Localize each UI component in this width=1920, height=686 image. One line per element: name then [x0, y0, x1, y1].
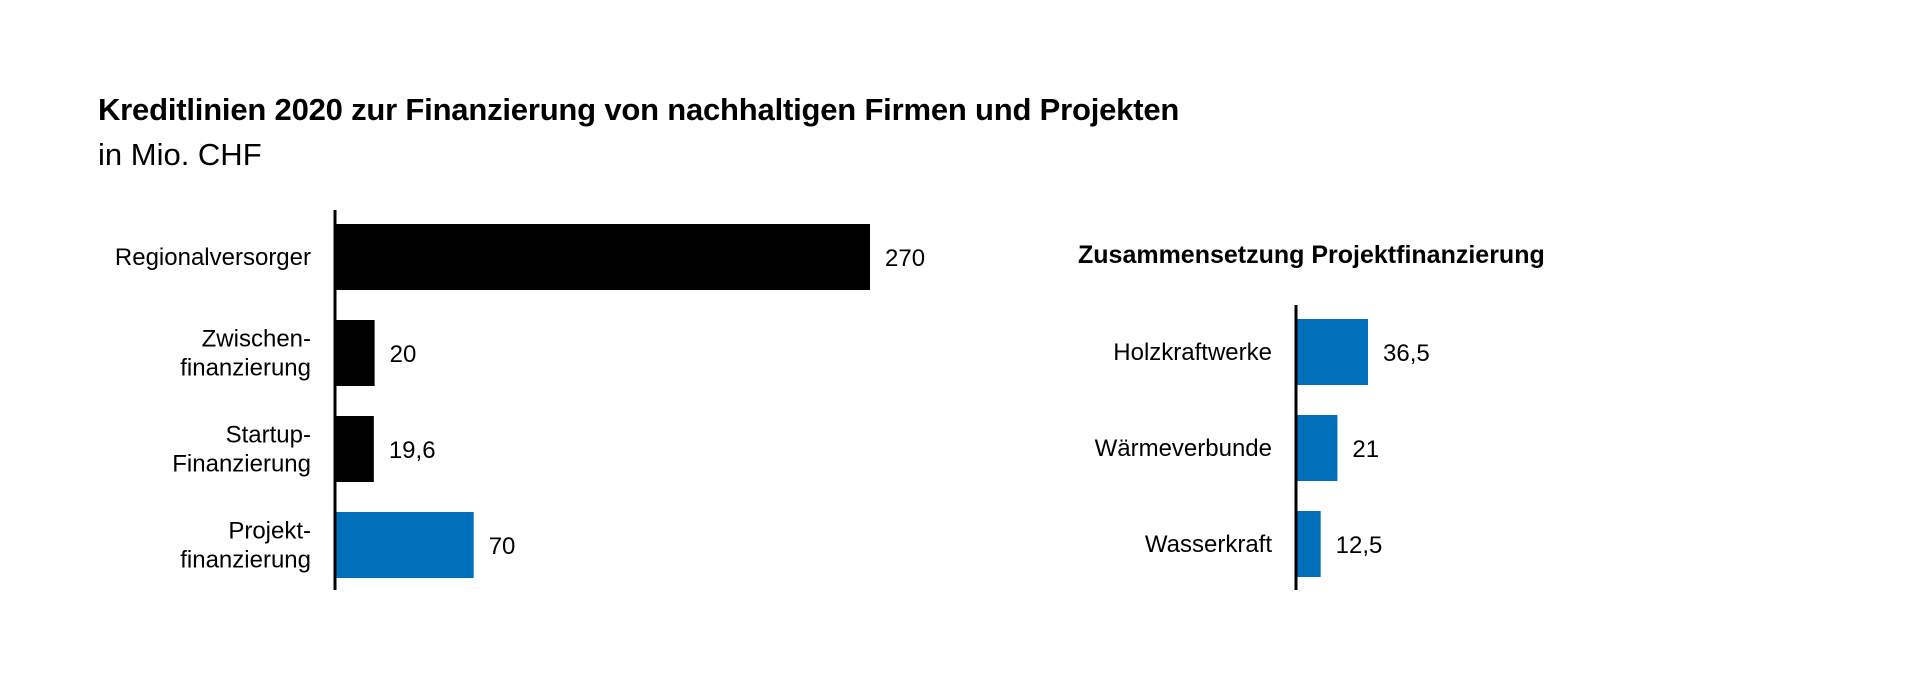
bar: [1296, 511, 1321, 577]
category-label: Regionalversorger: [115, 244, 311, 271]
data-label: 20: [390, 341, 417, 368]
sub-chart-title: Zusammensetzung Projektfinanzierung: [1078, 241, 1545, 269]
data-label: 21: [1352, 436, 1379, 463]
data-label: 70: [489, 533, 516, 560]
bar: [1296, 319, 1368, 385]
category-label: Zwischen-finanzierung: [180, 326, 311, 382]
chart-title: Kreditlinien 2020 zur Finanzierung von n…: [98, 92, 1180, 127]
data-label: 12,5: [1336, 532, 1383, 559]
category-label: Startup-Finanzierung: [172, 422, 311, 478]
data-label: 19,6: [389, 437, 436, 464]
category-label: Wasserkraft: [1145, 531, 1272, 558]
bar: [335, 224, 870, 290]
category-label: Projekt-finanzierung: [180, 518, 311, 574]
chart-2: Zusammensetzung Projektfinanzierung 36,5 H…: [1078, 241, 1545, 590]
bar: [1296, 415, 1338, 481]
bar: [335, 320, 375, 386]
data-label: 36,5: [1383, 340, 1430, 367]
chart-subtitle: in Mio. CHF: [98, 137, 262, 172]
category-label: Wärmeverbunde: [1095, 435, 1272, 462]
bar: [335, 512, 474, 578]
chart-1: 270 Regionalversorger 20 Zwischen-finanzier…: [115, 210, 925, 590]
data-label: 270: [885, 245, 925, 272]
bar: [335, 416, 374, 482]
category-label: Holzkraftwerke: [1113, 339, 1272, 366]
